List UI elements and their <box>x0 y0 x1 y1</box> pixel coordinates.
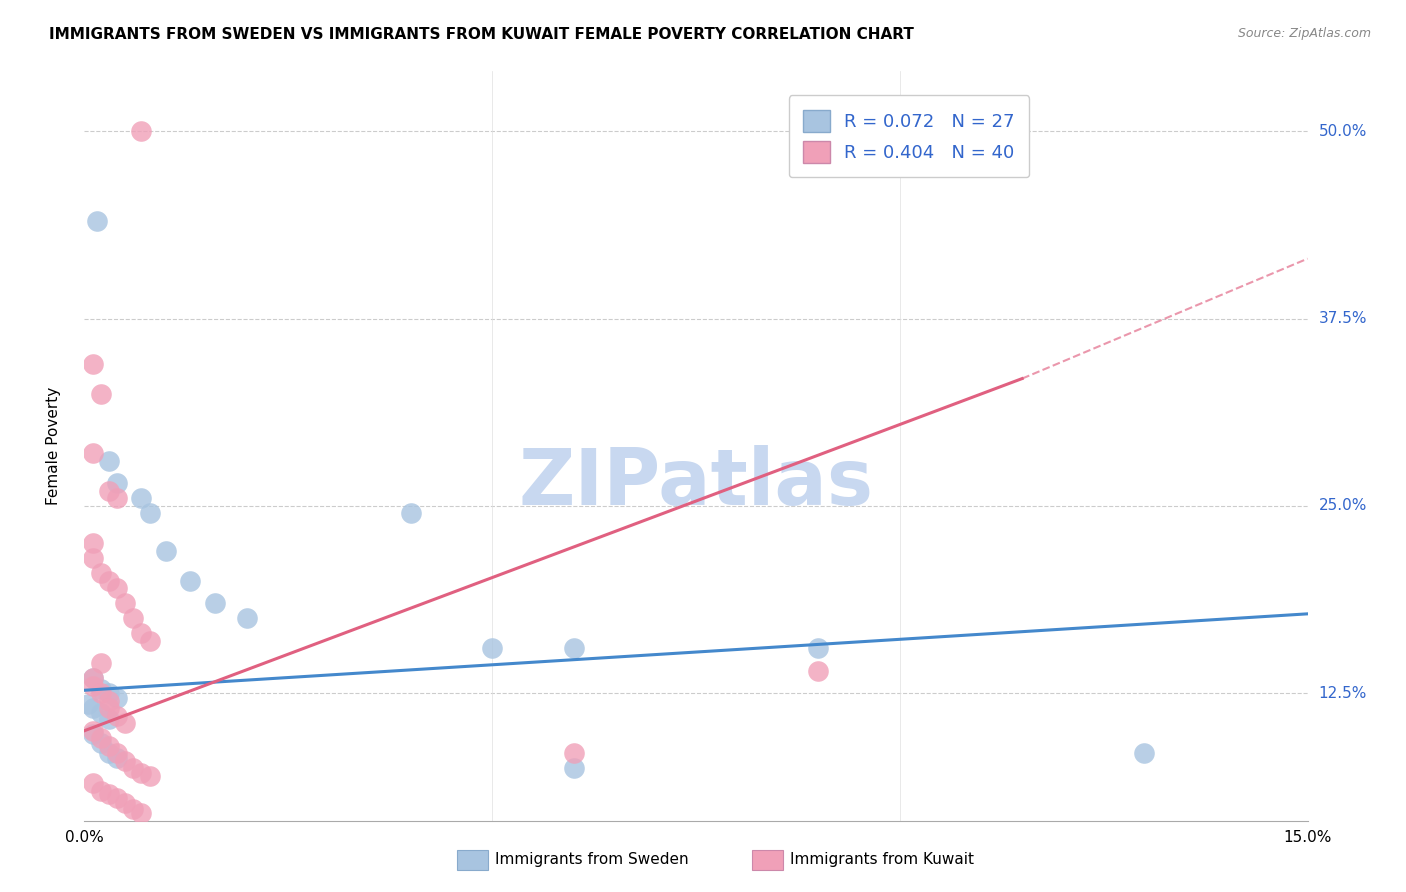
Point <box>562 761 585 775</box>
Text: Immigrants from Sweden: Immigrants from Sweden <box>495 853 689 867</box>
Point <box>155 544 177 558</box>
Point <box>114 754 136 768</box>
Point <box>97 574 120 588</box>
Point <box>481 641 503 656</box>
Point <box>77 697 100 711</box>
Point <box>82 679 104 693</box>
Point <box>131 806 153 821</box>
Point <box>236 611 259 625</box>
Point <box>97 787 120 801</box>
Point <box>90 686 112 700</box>
Point <box>105 582 128 596</box>
Point <box>807 641 830 656</box>
Point <box>131 491 153 506</box>
Point <box>86 214 108 228</box>
Point <box>138 633 160 648</box>
Text: Immigrants from Kuwait: Immigrants from Kuwait <box>790 853 974 867</box>
Point <box>105 476 128 491</box>
Point <box>97 746 120 760</box>
Point <box>82 671 104 685</box>
Point <box>82 701 104 715</box>
Text: 25.0%: 25.0% <box>1319 499 1367 514</box>
Point <box>82 551 104 566</box>
Point <box>131 765 153 780</box>
Text: IMMIGRANTS FROM SWEDEN VS IMMIGRANTS FROM KUWAIT FEMALE POVERTY CORRELATION CHAR: IMMIGRANTS FROM SWEDEN VS IMMIGRANTS FRO… <box>49 27 914 42</box>
Point <box>90 386 112 401</box>
Point <box>105 750 128 764</box>
Text: ZIPatlas: ZIPatlas <box>519 445 873 522</box>
Point <box>82 776 104 790</box>
Point <box>90 566 112 581</box>
Point <box>179 574 201 588</box>
Point <box>138 769 160 783</box>
Point <box>122 611 145 625</box>
Point <box>105 491 128 506</box>
Point <box>562 641 585 656</box>
Point <box>114 716 136 731</box>
Point <box>807 664 830 678</box>
Point <box>82 536 104 550</box>
Point <box>90 706 112 720</box>
Point <box>138 507 160 521</box>
Point <box>97 701 120 715</box>
Point <box>204 596 226 610</box>
Point <box>105 746 128 760</box>
Point <box>90 681 112 696</box>
Point <box>399 507 422 521</box>
Text: 12.5%: 12.5% <box>1319 686 1367 701</box>
Point <box>97 694 120 708</box>
Text: 50.0%: 50.0% <box>1319 124 1367 139</box>
Point <box>82 357 104 371</box>
Point <box>97 739 120 753</box>
Point <box>82 671 104 685</box>
Point <box>90 736 112 750</box>
Point <box>122 761 145 775</box>
Point <box>114 596 136 610</box>
Point <box>1133 746 1156 760</box>
Y-axis label: Female Poverty: Female Poverty <box>46 387 60 505</box>
Legend: R = 0.072   N = 27, R = 0.404   N = 40: R = 0.072 N = 27, R = 0.404 N = 40 <box>789 95 1029 178</box>
Point <box>97 454 120 468</box>
Point <box>82 727 104 741</box>
Point <box>105 791 128 805</box>
Text: Source: ZipAtlas.com: Source: ZipAtlas.com <box>1237 27 1371 40</box>
Point <box>131 626 153 640</box>
Point <box>105 708 128 723</box>
Point <box>97 686 120 700</box>
Text: 37.5%: 37.5% <box>1319 311 1367 326</box>
Point <box>122 802 145 816</box>
Point <box>114 796 136 810</box>
Point <box>90 731 112 746</box>
Point <box>90 657 112 671</box>
Point <box>131 124 153 138</box>
Point <box>82 446 104 460</box>
Point <box>105 690 128 705</box>
Point <box>82 723 104 738</box>
Point <box>90 783 112 797</box>
Point <box>97 712 120 726</box>
Point <box>97 483 120 498</box>
Point <box>562 746 585 760</box>
